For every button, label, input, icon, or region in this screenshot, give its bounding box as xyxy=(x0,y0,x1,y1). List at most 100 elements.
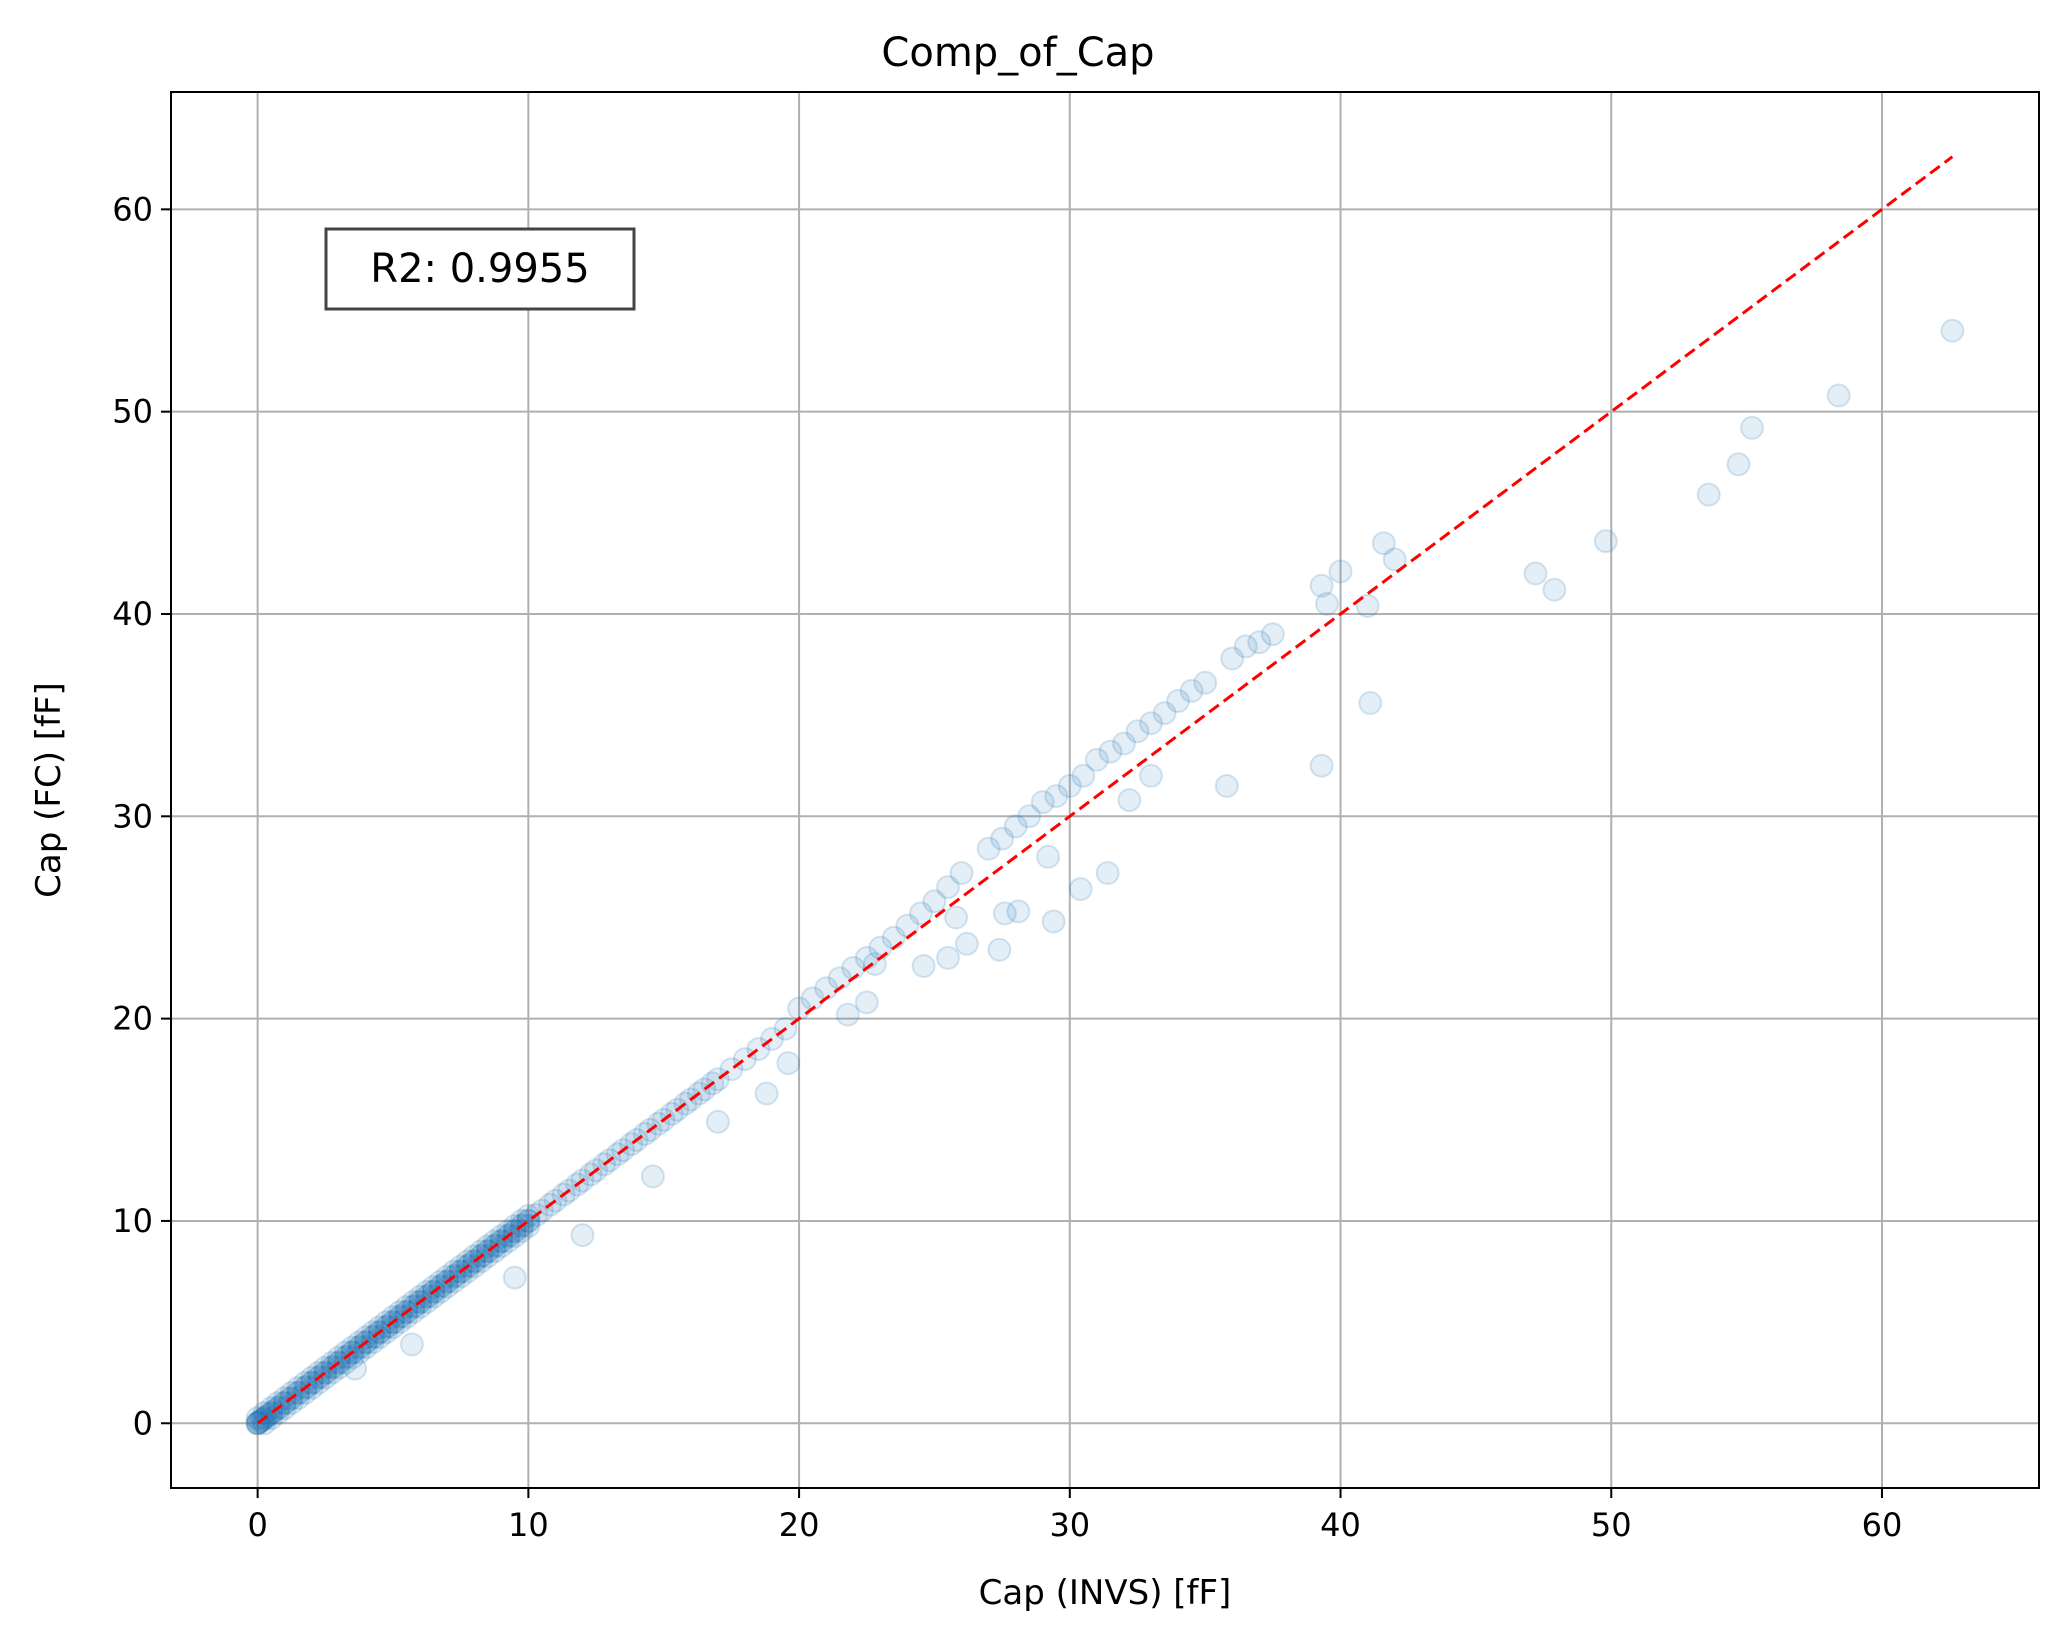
data-point xyxy=(252,1411,277,1436)
y-axis-ticks: 0 10 20 30 40 50 60 xyxy=(112,190,171,1442)
data-point xyxy=(1355,593,1380,618)
data-point xyxy=(381,1305,405,1329)
data-point xyxy=(502,1265,527,1290)
data-point xyxy=(1826,383,1851,408)
data-point xyxy=(1057,774,1082,798)
data-point xyxy=(374,1310,399,1335)
data-point xyxy=(1260,622,1285,647)
data-point xyxy=(320,1350,345,1375)
data-point xyxy=(259,1406,284,1431)
data-point xyxy=(1125,719,1150,744)
data-point xyxy=(435,1274,460,1299)
data-point xyxy=(570,1223,595,1248)
y-axis-label: Cap (FC) [fF] xyxy=(29,682,69,898)
data-point xyxy=(1179,678,1204,703)
data-point xyxy=(482,1229,507,1254)
data-point xyxy=(1095,861,1120,885)
data-point xyxy=(353,1325,378,1350)
data-point xyxy=(754,1081,779,1106)
data-point xyxy=(705,1109,730,1134)
data-point xyxy=(1139,763,1163,788)
data-point xyxy=(496,1229,521,1254)
data-point xyxy=(455,1249,480,1274)
data-point xyxy=(414,1279,439,1304)
data-point xyxy=(1247,630,1272,655)
reference-line xyxy=(256,155,1954,1425)
grid xyxy=(171,92,2039,1488)
data-point xyxy=(489,1234,514,1259)
data-point xyxy=(1371,531,1396,556)
data-point xyxy=(1940,318,1965,343)
data-point xyxy=(245,1406,270,1431)
data-point xyxy=(408,1294,433,1319)
y-tick-label: 60 xyxy=(112,190,153,228)
data-point xyxy=(908,901,933,926)
data-point xyxy=(936,875,960,900)
data-point xyxy=(360,1330,385,1355)
data-point xyxy=(259,1396,284,1421)
data-point xyxy=(401,1289,426,1314)
reference-line-group xyxy=(256,155,1954,1425)
data-point xyxy=(1152,701,1177,726)
data-point xyxy=(272,1386,297,1410)
data-point xyxy=(448,1264,473,1289)
data-point xyxy=(1112,731,1136,756)
data-point xyxy=(428,1279,453,1304)
data-point xyxy=(1220,646,1245,671)
data-point xyxy=(340,1345,365,1370)
data-point xyxy=(435,1264,460,1289)
x-tick-label: 10 xyxy=(508,1506,549,1544)
data-point xyxy=(265,1391,290,1415)
data-point xyxy=(326,1345,351,1370)
data-point xyxy=(272,1396,297,1421)
chart-title: Comp_of_Cap xyxy=(881,30,1154,76)
data-point xyxy=(1309,753,1334,778)
data-point xyxy=(509,1208,534,1233)
x-tick-label: 30 xyxy=(1049,1506,1090,1544)
x-tick-label: 20 xyxy=(779,1506,820,1544)
data-point xyxy=(489,1224,514,1249)
data-point xyxy=(286,1386,311,1410)
data-point xyxy=(428,1269,453,1294)
data-point xyxy=(421,1284,446,1309)
data-point xyxy=(922,889,947,914)
data-point xyxy=(1542,577,1567,602)
data-point xyxy=(990,826,1015,851)
data-point xyxy=(299,1375,324,1400)
data-point xyxy=(293,1380,317,1405)
data-point xyxy=(1006,899,1031,924)
data-point xyxy=(462,1254,487,1279)
data-point xyxy=(333,1340,358,1365)
data-point xyxy=(502,1214,527,1238)
data-point xyxy=(343,1356,368,1381)
data-point xyxy=(333,1350,358,1375)
data-point xyxy=(293,1370,317,1395)
data-point xyxy=(469,1249,493,1274)
data-point xyxy=(1117,788,1142,813)
data-point xyxy=(394,1294,419,1319)
y-tick-label: 40 xyxy=(112,595,153,633)
data-point xyxy=(949,861,974,885)
data-point xyxy=(1315,591,1339,616)
data-point xyxy=(441,1259,466,1284)
data-point xyxy=(1233,634,1258,659)
data-point xyxy=(954,931,979,956)
data-point xyxy=(1214,774,1239,798)
y-tick-label: 30 xyxy=(112,797,153,835)
data-point xyxy=(992,901,1017,926)
data-point xyxy=(448,1254,473,1279)
data-point xyxy=(502,1224,527,1249)
data-point xyxy=(987,937,1012,962)
x-axis-label: Cap (INVS) [fF] xyxy=(979,1573,1232,1613)
data-point xyxy=(360,1320,385,1345)
data-point xyxy=(776,1051,801,1076)
data-point xyxy=(1726,452,1751,477)
data-point xyxy=(1084,747,1109,772)
data-point xyxy=(340,1335,365,1360)
y-tick-label: 0 xyxy=(133,1404,153,1442)
data-point xyxy=(367,1325,392,1350)
data-point xyxy=(1358,691,1383,715)
data-point xyxy=(1071,763,1096,788)
data-point xyxy=(944,905,969,930)
